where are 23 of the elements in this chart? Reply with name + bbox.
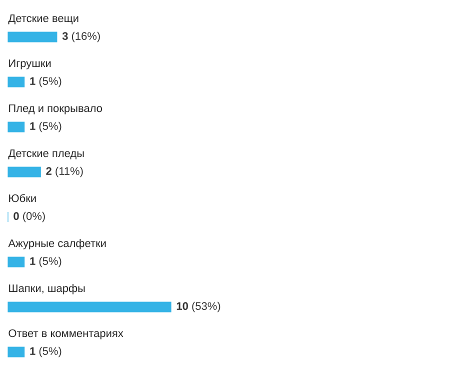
y-tick-label: Детские пледы: [8, 149, 84, 160]
y-tick-label: Шапки, шарфы: [9, 284, 85, 294]
y-tick-label: Плед и покрывало: [9, 104, 102, 114]
data-label: 1 (5%): [30, 346, 62, 358]
data-label: 1 (5%): [30, 256, 62, 268]
bar: [8, 302, 172, 312]
data-label: 1 (5%): [30, 76, 62, 88]
data-label: 1 (5%): [30, 122, 62, 132]
y-tick-label: Ажурные салфетки: [8, 239, 106, 250]
y-tick-label: Ответ в комментариях: [8, 329, 124, 340]
data-label: 2 (11%): [46, 166, 83, 178]
bar: [8, 32, 58, 42]
bar: [8, 76, 25, 88]
data-label: 10 (53%): [176, 302, 220, 312]
y-tick-label: Игрушки: [9, 59, 51, 70]
y-tick-label: Детские вещи: [8, 14, 78, 24]
bar: [8, 256, 25, 268]
bar: [8, 346, 25, 358]
bar: [8, 166, 41, 178]
y-tick-label: Юбки: [9, 194, 36, 202]
data-label: 3 (16%): [62, 32, 100, 42]
data-label: 0 (0%): [14, 212, 45, 222]
bar: [8, 122, 25, 132]
